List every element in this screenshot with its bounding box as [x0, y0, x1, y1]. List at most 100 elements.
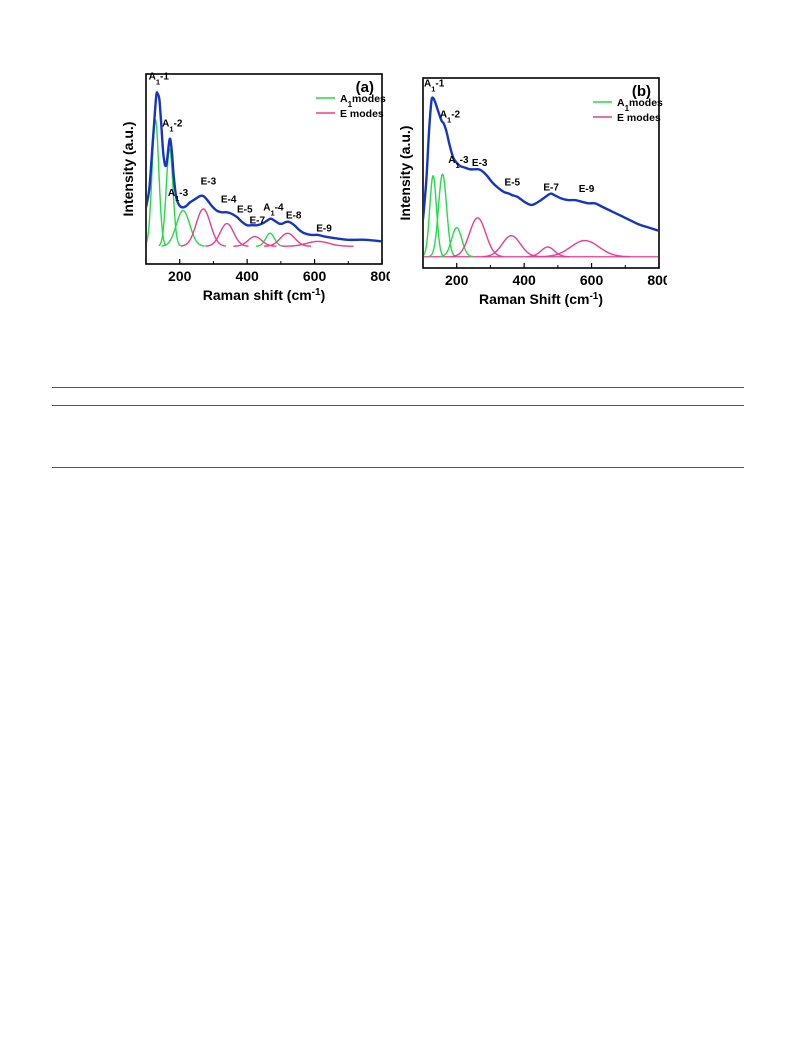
legend-label-subscript: 1: [625, 104, 630, 113]
x-axis-label-paren-close: ): [321, 287, 326, 303]
x-axis-label-exponent: -1: [312, 287, 321, 298]
x-tick-label: 600: [303, 268, 327, 284]
panel-label: (b): [632, 83, 651, 100]
peak-annotation: A1-4: [263, 203, 284, 218]
x-tick-label: 600: [580, 272, 604, 288]
peak-annotation: A1-2: [162, 118, 183, 132]
peak-annotation-symbol: E-8: [286, 211, 302, 222]
peak-annotation: A1-1: [149, 71, 170, 86]
peak-annotation-symbol: A: [440, 109, 447, 120]
e-mode-peak: [180, 208, 226, 247]
peak-annotation-symbol: A: [149, 71, 156, 82]
a1-mode-peak: [158, 147, 181, 247]
peak-annotation-subscript: 1: [447, 115, 451, 124]
a1-mode-peak: [161, 209, 205, 247]
peak-annotation: E-8: [286, 211, 302, 222]
peak-annotation: E-3: [472, 158, 488, 169]
y-axis-label: Intensity (a.u.): [397, 126, 413, 221]
peak-annotation-symbol: A: [263, 203, 270, 214]
legend-label-rest: modes: [629, 97, 663, 109]
peak-annotation: E-7: [543, 182, 559, 193]
peak-annotation-symbol: E-9: [579, 184, 595, 195]
peak-annotation-symbol: E-7: [249, 216, 265, 227]
peak-annotation-suffix: -4: [275, 203, 284, 214]
x-tick-label: 800: [647, 272, 667, 288]
legend-label: A1modes: [617, 97, 663, 113]
peak-annotation-symbol: E-5: [505, 177, 521, 188]
peak-annotation-symbol: E-3: [201, 177, 217, 188]
peak-annotation-subscript: 1: [431, 84, 435, 93]
plot-frame: [145, 73, 383, 265]
x-axis-label-unit: cm: [569, 291, 589, 307]
x-tick-label: 400: [235, 268, 259, 284]
x-tick-label: 800: [370, 268, 390, 284]
table-header-rule: [52, 405, 744, 406]
peak-annotation-subscript: 1: [455, 160, 459, 169]
peak-annotation: E-7: [249, 216, 265, 227]
a1-mode-peak: [440, 226, 474, 258]
peak-annotation: E-9: [316, 224, 332, 235]
peak-annotation: A1-3: [168, 188, 189, 203]
x-axis-label-unit: cm: [291, 287, 311, 303]
peak-annotation-symbol: E-9: [316, 224, 332, 235]
legend-label-symbol: E modes: [340, 108, 384, 120]
plot-area: [424, 96, 658, 258]
legend-label: E modes: [340, 108, 384, 120]
legend-label-subscript: 1: [348, 100, 353, 109]
a1-mode-peak: [424, 174, 445, 257]
plot-frame: [422, 77, 660, 269]
x-tick-label: 400: [512, 272, 536, 288]
x-axis-label-main: Raman shift: [203, 287, 287, 303]
peak-annotation-symbol: A: [162, 118, 169, 129]
legend-label: A1modes: [340, 93, 386, 109]
raman-chart-a: 200 400 600 800 Intensity (a.u.) Raman shift …: [120, 71, 390, 304]
peak-annotation-symbol: E-4: [221, 195, 237, 206]
peak-annotation: E-5: [237, 204, 253, 215]
table-top-rule: [52, 387, 744, 388]
peak-annotation-subscript: 1: [271, 208, 275, 217]
e-mode-peak: [205, 222, 249, 247]
peak-annotation: E-4: [221, 195, 237, 206]
e-mode-peak: [451, 217, 504, 258]
x-axis-label-paren-open: (: [565, 291, 570, 307]
legend-label-symbol: E modes: [617, 112, 661, 124]
plot-area: [147, 91, 381, 247]
peak-annotation-symbol: E-7: [543, 182, 559, 193]
peak-annotation-subscript: 1: [156, 77, 160, 86]
table-bottom-rule: [52, 467, 744, 468]
x-axis-label-paren-open: (: [287, 287, 292, 303]
x-tick-label: 200: [168, 268, 192, 284]
x-axis-label: Raman Shift (cm-1): [479, 291, 603, 308]
x-axis-label: Raman shift (cm-1): [203, 287, 326, 304]
x-axis-label-paren-close: ): [598, 291, 603, 307]
peak-annotation-symbol: E-5: [237, 204, 253, 215]
peak-annotation-symbol: A: [448, 155, 455, 166]
peak-annotation: A1-3: [448, 155, 469, 170]
legend-label-rest: modes: [352, 93, 386, 105]
raman-envelope-line: [147, 91, 381, 243]
x-axis-label-exponent: -1: [589, 291, 598, 302]
e-mode-peak: [282, 240, 354, 247]
peak-annotation-suffix: -2: [174, 118, 183, 129]
legend-label: E modes: [617, 112, 661, 124]
peak-annotation-subscript: 1: [175, 194, 179, 203]
peak-annotation-suffix: -1: [435, 79, 444, 90]
peak-annotation-suffix: -3: [179, 188, 188, 199]
peak-annotation: E-9: [579, 184, 595, 195]
a1-mode-peak: [256, 232, 284, 247]
peak-annotation: E-5: [505, 177, 521, 188]
x-tick-label: 200: [445, 272, 469, 288]
peak-annotation-subscript: 1: [169, 124, 173, 133]
legend-label-symbol: A: [617, 97, 625, 109]
legend-label-symbol: A: [340, 93, 348, 105]
x-axis-label-main: Raman Shift: [479, 291, 565, 307]
peak-annotation-suffix: -2: [451, 109, 460, 120]
peak-annotation-suffix: -3: [460, 155, 469, 166]
peak-annotation-symbol: A: [168, 188, 175, 199]
e-mode-peak: [539, 239, 631, 258]
a1-mode-peak: [429, 173, 456, 257]
peak-annotation-symbol: E-3: [472, 158, 488, 169]
panel-label: (a): [356, 79, 374, 96]
raman-chart-b: 200 400 600 800 Intensity (a.u.) Raman Shift …: [397, 77, 667, 308]
peak-annotation: A1-1: [424, 79, 445, 94]
